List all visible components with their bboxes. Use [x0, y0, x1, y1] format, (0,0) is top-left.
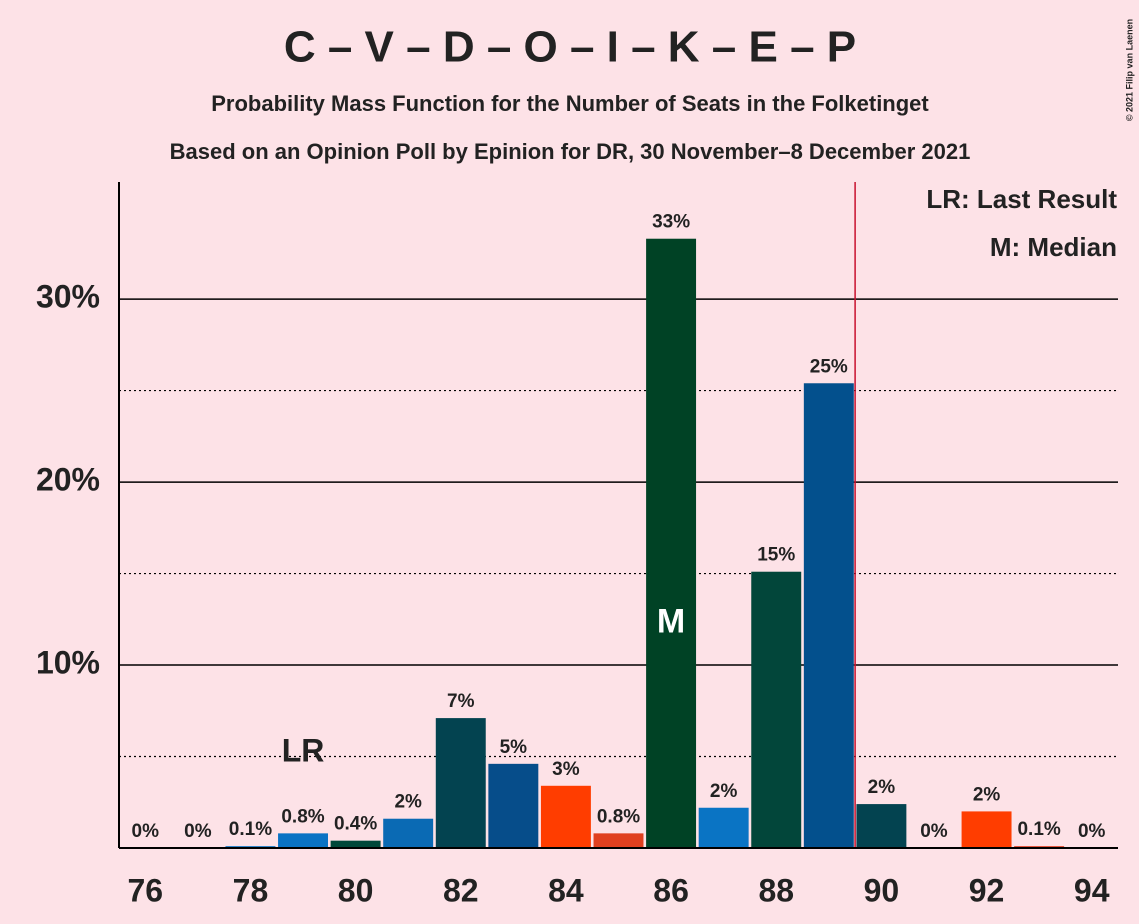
x-tick-label: 92 — [969, 872, 1005, 908]
value-label: 2% — [973, 784, 1001, 805]
value-label: 2% — [868, 777, 896, 798]
chart-subtitle: Based on an Opinion Poll by Epinion for … — [170, 139, 971, 164]
bar — [803, 383, 854, 848]
x-tick-label: 80 — [338, 872, 374, 908]
bar — [698, 807, 749, 848]
value-label: 0.8% — [281, 806, 324, 827]
x-tick-label: 76 — [127, 872, 163, 908]
copyright: © 2021 Filip van Laenen — [1124, 19, 1134, 121]
value-label: 0.8% — [597, 806, 640, 827]
value-label: 3% — [552, 759, 580, 780]
x-tick-label: 84 — [548, 872, 584, 908]
legend-text: M: Median — [990, 232, 1117, 262]
value-label: 33% — [652, 212, 690, 233]
value-label: 7% — [447, 691, 475, 712]
value-label: 0.1% — [229, 819, 272, 840]
bar — [593, 833, 644, 848]
value-label: 5% — [500, 737, 528, 758]
x-tick-label: 78 — [233, 872, 269, 908]
chart-subtitle: Probability Mass Function for the Number… — [211, 91, 929, 116]
bar — [751, 571, 802, 848]
value-label: 0% — [132, 821, 160, 842]
bar — [435, 718, 486, 848]
bar — [540, 785, 591, 848]
legend-text: LR: Last Result — [926, 184, 1117, 214]
bar — [646, 238, 697, 848]
value-label: 0% — [1078, 821, 1106, 842]
median-label: M — [657, 602, 685, 640]
x-tick-label: 88 — [758, 872, 794, 908]
bar — [278, 833, 329, 848]
y-tick-label: 20% — [36, 462, 100, 498]
x-tick-label: 94 — [1074, 872, 1110, 908]
bar — [961, 811, 1012, 848]
value-label: 0.4% — [334, 814, 377, 835]
value-label: 15% — [757, 545, 795, 566]
x-tick-label: 86 — [653, 872, 689, 908]
value-label: 0% — [184, 821, 212, 842]
value-label: 0.1% — [1017, 819, 1060, 840]
value-label: 2% — [394, 792, 422, 813]
last-result-label: LR — [282, 732, 325, 768]
y-tick-label: 10% — [36, 644, 100, 680]
bar — [488, 763, 539, 848]
bar — [856, 804, 907, 848]
bar — [383, 818, 434, 848]
bar — [330, 840, 381, 848]
value-label: 25% — [810, 356, 848, 377]
y-tick-label: 30% — [36, 279, 100, 315]
value-label: 2% — [710, 781, 738, 802]
x-tick-label: 90 — [864, 872, 900, 908]
x-tick-label: 82 — [443, 872, 479, 908]
value-label: 0% — [920, 821, 948, 842]
chart-title: C – V – D – O – I – K – E – P — [284, 23, 856, 72]
